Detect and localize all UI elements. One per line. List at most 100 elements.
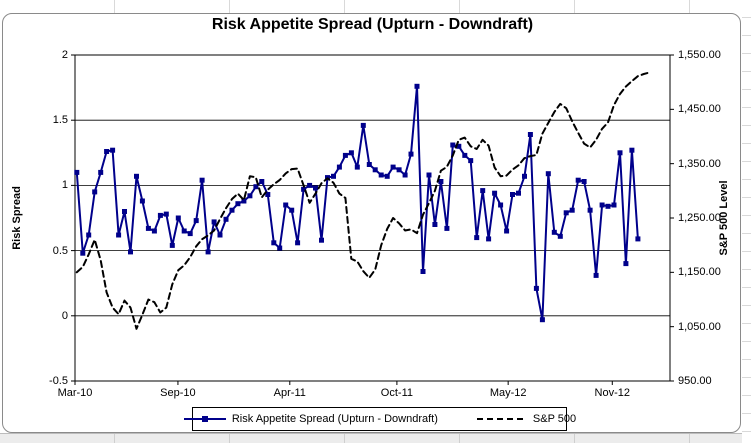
- risk-spread-line: [75, 85, 639, 321]
- risk-spread-marker: [474, 235, 480, 241]
- risk-spread-marker: [551, 229, 557, 235]
- y2-axis-tick-label: 1,450.00: [678, 103, 721, 116]
- y2-axis-tick-label: 950.00: [678, 375, 712, 387]
- risk-spread-marker: [307, 182, 313, 188]
- risk-spread-marker: [522, 173, 527, 179]
- risk-spread-marker: [557, 233, 563, 239]
- risk-spread-marker: [396, 167, 402, 173]
- risk-spread-marker: [444, 225, 450, 231]
- risk-spread-marker: [516, 190, 521, 196]
- risk-spread-marker: [563, 210, 569, 216]
- y-axis-tick-label: 0: [61, 309, 68, 322]
- risk-spread-marker: [593, 272, 599, 278]
- risk-spread-marker: [510, 192, 515, 197]
- y2-axis-tick-label: 1,150.00: [678, 266, 721, 279]
- legend-label-risk-spread: Risk Appetite Spread (Upturn - Downdraft…: [231, 413, 438, 425]
- risk-spread-marker: [271, 240, 277, 246]
- risk-spread-marker: [235, 201, 241, 207]
- risk-spread-marker: [366, 162, 372, 167]
- risk-spread-marker: [599, 202, 605, 208]
- risk-spread-marker: [92, 189, 98, 195]
- risk-spread-marker: [211, 219, 217, 225]
- risk-spread-marker: [456, 143, 462, 149]
- risk-spread-marker: [86, 232, 92, 238]
- risk-spread-marker: [74, 169, 80, 175]
- risk-spread-marker: [587, 207, 593, 213]
- risk-spread-marker: [605, 203, 611, 209]
- x-axis-tick-label: Sep-10: [160, 387, 196, 399]
- risk-spread-marker: [205, 249, 211, 255]
- risk-spread-marker: [402, 172, 408, 178]
- risk-spread-marker: [229, 207, 235, 213]
- risk-spread-marker: [480, 188, 486, 194]
- risk-spread-marker: [575, 177, 581, 183]
- risk-spread-marker: [193, 218, 199, 224]
- chart-frame[interactable]: [2, 13, 741, 433]
- risk-spread-marker: [486, 236, 492, 242]
- risk-spread-marker: [581, 179, 587, 184]
- risk-spread-marker: [450, 142, 456, 148]
- y-axis-tick-label: 1: [61, 179, 68, 192]
- risk-spread-marker: [372, 167, 378, 173]
- risk-spread-marker: [414, 83, 420, 89]
- risk-spread-marker: [295, 240, 301, 246]
- risk-spread-marker: [187, 231, 193, 237]
- risk-spread-marker: [378, 172, 384, 178]
- y2-axis-tick-label: 1,050.00: [678, 320, 721, 333]
- risk-spread-marker: [122, 209, 127, 214]
- left-axis-title: Risk Spread: [11, 186, 23, 250]
- risk-spread-marker: [545, 171, 551, 177]
- x-axis-tick-label: Apr-11: [273, 387, 306, 399]
- risk-spread-marker: [354, 164, 360, 170]
- worksheet-bottom-strip: [0, 433, 742, 443]
- risk-spread-marker: [283, 202, 289, 208]
- risk-spread-marker: [163, 211, 169, 217]
- risk-spread-marker: [432, 222, 438, 227]
- risk-spread-marker: [462, 152, 468, 158]
- risk-spread-marker: [301, 186, 307, 192]
- risk-spread-marker: [331, 173, 336, 179]
- risk-spread-marker: [342, 152, 348, 158]
- worksheet-columns-strip: [0, 0, 742, 13]
- risk-spread-marker: [533, 285, 539, 291]
- risk-spread-marker: [145, 225, 151, 231]
- x-axis-tick-label: Oct-11: [380, 387, 413, 399]
- y-axis-tick-label: 2: [61, 49, 68, 61]
- risk-spread-marker: [80, 250, 86, 256]
- risk-spread-legend-sample: [183, 416, 226, 422]
- risk-spread-marker: [623, 261, 629, 267]
- risk-spread-marker: [498, 202, 504, 208]
- risk-spread-marker: [420, 269, 426, 274]
- risk-spread-marker: [169, 242, 175, 248]
- legend-item-risk-spread[interactable]: Risk Appetite Spread (Upturn - Downdraft…: [183, 413, 438, 425]
- y-axis-tick-label: 0.5: [52, 244, 68, 257]
- risk-spread-marker: [408, 151, 414, 157]
- y-axis-tick-label: 1.5: [52, 114, 68, 127]
- risk-spread-marker: [492, 190, 498, 196]
- risk-spread-marker: [181, 228, 187, 234]
- risk-spread-marker: [569, 207, 575, 213]
- legend-item-sp500[interactable]: S&P 500: [476, 413, 576, 425]
- right-axis-title: S&P 500 Level: [718, 180, 730, 256]
- risk-spread-marker: [319, 237, 324, 243]
- risk-spread-marker: [116, 232, 122, 238]
- risk-spread-marker: [348, 150, 354, 156]
- risk-spread-marker: [289, 207, 295, 213]
- risk-spread-marker: [247, 193, 253, 199]
- risk-spread-marker: [277, 245, 283, 251]
- risk-spread-marker: [253, 184, 259, 190]
- legend[interactable]: Risk Appetite Spread (Upturn - Downdraft…: [183, 407, 576, 431]
- sp500-legend-sample: [476, 418, 527, 420]
- y2-axis-tick-label: 1,350.00: [678, 157, 721, 170]
- risk-spread-marker: [98, 169, 104, 175]
- y-axis-tick-label: -0.5: [49, 375, 68, 387]
- risk-spread-marker: [336, 164, 342, 170]
- risk-spread-marker: [426, 172, 432, 178]
- risk-spread-marker: [128, 249, 133, 255]
- risk-spread-marker: [635, 236, 641, 242]
- risk-spread-marker: [539, 317, 545, 323]
- risk-spread-marker: [504, 228, 510, 234]
- risk-spread-marker: [360, 122, 366, 128]
